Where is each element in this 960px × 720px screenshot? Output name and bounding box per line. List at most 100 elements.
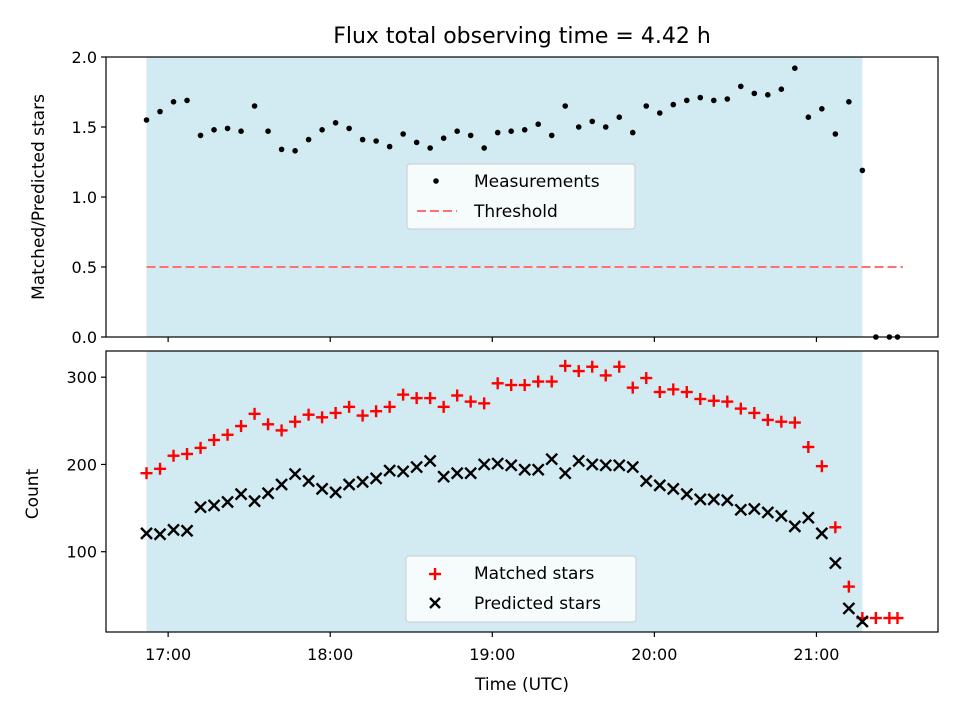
xtick-label: 17:00 (145, 645, 191, 664)
measurement-point (738, 83, 744, 90)
legend-matched-label: Matched stars (474, 564, 594, 584)
predicted-star-point (531, 463, 545, 477)
bottom-legend-box (405, 555, 637, 623)
matched-star-point (154, 462, 167, 475)
measurement-point (765, 92, 771, 98)
top-ytick-label: 0.0 (72, 328, 97, 347)
bottom-ytick-label: 200 (66, 455, 97, 474)
measurement-point (508, 128, 514, 134)
predicted-star-point (653, 479, 667, 492)
predicted-star-point (410, 460, 423, 474)
matched-star-point (599, 369, 612, 382)
xtick-label: 21:00 (793, 645, 839, 664)
measurement-point (454, 128, 460, 134)
matched-star-point (140, 467, 153, 480)
matched-star-point (653, 386, 666, 399)
measurement-point (778, 86, 785, 92)
predicted-star-point (315, 482, 329, 496)
measurement-point (805, 114, 812, 120)
matched-star-point (586, 360, 599, 373)
measurement-point (224, 125, 231, 132)
measurement-point (197, 132, 204, 139)
measurement-point (643, 103, 650, 109)
matched-star-point (559, 359, 572, 372)
predicted-star-point (234, 487, 248, 501)
predicted-star-point (829, 556, 842, 570)
matched-star-point (410, 392, 423, 405)
measurement-point (346, 125, 352, 132)
measurement-point (427, 145, 433, 151)
predicted-star-point (599, 458, 613, 472)
matched-star-point (815, 460, 828, 473)
matched-star-point (181, 447, 194, 460)
predicted-star-point (194, 500, 207, 514)
matched-star-point (788, 416, 801, 429)
measurement-point (792, 65, 798, 71)
predicted-star-point (518, 463, 532, 477)
matched-star-point (235, 420, 248, 433)
predicted-star-point (491, 457, 505, 470)
matched-star-point (707, 394, 720, 407)
matched-star-point (208, 434, 221, 447)
predicted-star-point (626, 460, 640, 474)
predicted-star-point (761, 506, 775, 519)
matched-star-point (842, 580, 855, 593)
matched-star-point (734, 402, 747, 415)
matched-star-point (829, 521, 842, 534)
measurement-point (751, 90, 758, 97)
measurement-point (292, 148, 298, 154)
predicted-star-point (207, 499, 221, 512)
predicted-star-point (856, 615, 869, 628)
top-ytick-label: 1.0 (72, 188, 97, 207)
x-axis-label: Time (UTC) (474, 675, 569, 695)
matched-star-point (248, 407, 261, 420)
predicted-star-point (288, 467, 302, 481)
predicted-star-point (140, 527, 153, 540)
matched-star-point (424, 392, 437, 405)
measurement-point (467, 132, 474, 139)
matched-star-point (302, 408, 315, 421)
measurement-point (157, 108, 163, 115)
legend-threshold-label: Threshold (473, 202, 558, 222)
measurement-point (359, 136, 366, 143)
predicted-star-point (693, 493, 707, 506)
measurement-point (211, 127, 217, 133)
matched-star-point (761, 413, 774, 426)
matched-star-point (451, 389, 464, 402)
predicted-star-point (558, 466, 572, 480)
matched-star-point (545, 375, 558, 388)
bottom-axes-frame (105, 350, 939, 633)
predicted-star-point (815, 527, 829, 540)
legend-predicted-marker (429, 597, 441, 609)
legend-measurements-marker (433, 178, 439, 184)
matched-star-point (626, 381, 639, 394)
predicted-star-point (585, 458, 599, 471)
predicted-star-point (801, 511, 815, 525)
measurement-point (265, 128, 271, 134)
matched-star-point (356, 409, 369, 422)
predicted-star-point (180, 524, 194, 538)
predicted-star-point (720, 493, 734, 507)
measurement-point (670, 101, 677, 108)
matched-star-point (869, 612, 882, 625)
matched-star-point (221, 428, 234, 441)
measurement-point (440, 135, 447, 141)
measurement-point (494, 129, 501, 136)
predicted-star-point (275, 478, 288, 491)
measurement-point (656, 110, 663, 116)
matched-star-point (572, 365, 585, 378)
bottom-legend: Matched stars Predicted stars (405, 555, 637, 623)
matched-star-point (397, 388, 410, 401)
predicted-star-point (774, 509, 788, 523)
measurement-point (413, 139, 420, 146)
measurement-point (319, 127, 325, 133)
measurement-point (562, 103, 569, 109)
xtick-label: 19:00 (469, 645, 515, 664)
measurement-point (332, 120, 339, 126)
measurement-point (305, 136, 312, 143)
matched-star-point (891, 612, 904, 625)
predicted-star-point (504, 458, 518, 472)
measurement-point (629, 129, 636, 136)
predicted-star-point (356, 475, 369, 489)
matched-star-point (383, 400, 396, 413)
